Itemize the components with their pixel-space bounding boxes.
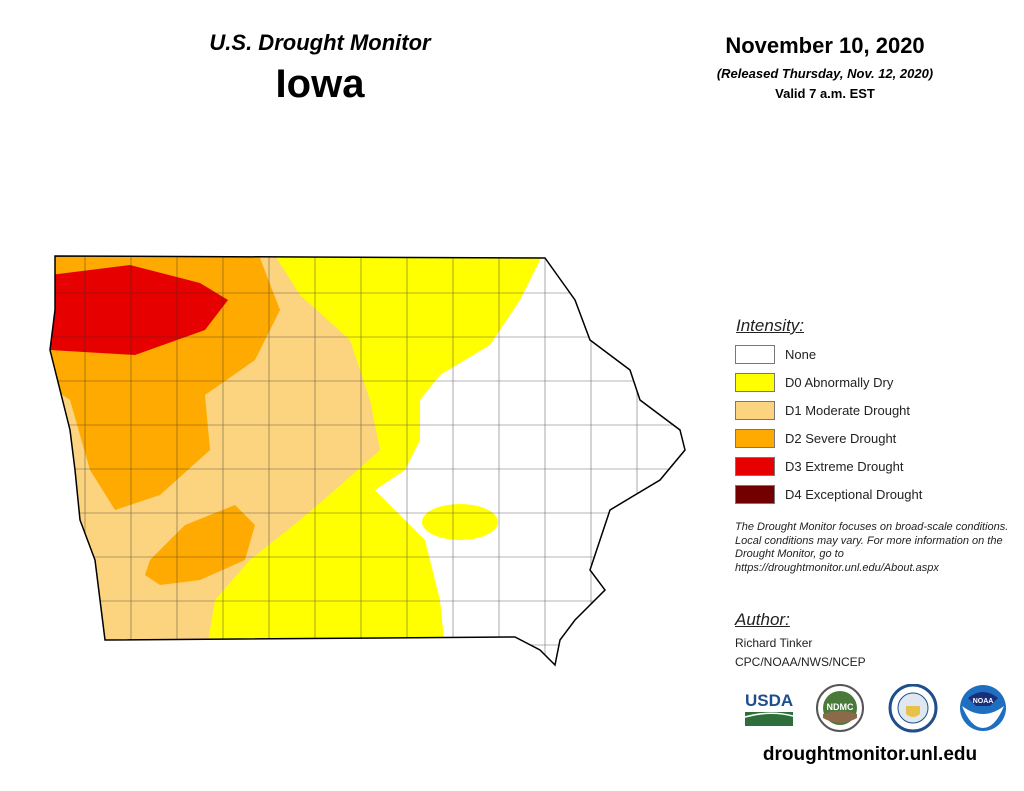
partner-logos: USDA NDMC NOAA [744,684,1006,733]
author-name: Richard Tinker [735,636,813,650]
area-d2-south [145,505,255,585]
legend-item-d2: D2 Severe Drought [735,427,896,449]
legend-swatch [735,456,775,476]
state-title: Iowa [275,62,365,106]
legend-label: D4 Exceptional Drought [785,486,923,502]
release-date: (Released Thursday, Nov. 12, 2020) [716,66,934,81]
svg-text:USDA: USDA [745,691,793,710]
svg-text:NOAA: NOAA [973,698,994,705]
supertitle: U.S. Drought Monitor [209,30,431,55]
legend-item-d4: D4 Exceptional Drought [735,483,922,505]
legend-item-d1: D1 Moderate Drought [735,399,910,421]
legend-swatch [735,400,775,420]
legend-title: Intensity: [736,316,805,335]
legend-label: D2 Severe Drought [785,430,897,446]
legend-swatch [735,484,775,504]
noaa-logo: NOAA [960,685,1006,731]
website-url[interactable]: droughtmonitor.unl.edu [762,744,978,765]
valid-time: Valid 7 a.m. EST [775,86,875,101]
iowa-drought-map: (function(){ const g=document.currentScr… [49,255,686,666]
legend-label: D3 Extreme Drought [785,458,904,474]
legend-label: D1 Moderate Drought [785,402,911,418]
legend-label: None [785,346,817,362]
svg-text:NDMC: NDMC [827,702,854,712]
map-date: November 10, 2020 [725,33,925,58]
author-title: Author: [735,610,790,629]
legend-item-d3: D3 Extreme Drought [735,455,904,477]
usda-logo: USDA [744,691,794,726]
commerce-seal-logo [888,684,938,733]
disclaimer-note: The Drought Monitor focuses on broad-sca… [735,521,1009,574]
legend-swatch [735,372,775,392]
legend-item-d0: D0 Abnormally Dry [735,371,893,393]
area-d0-blob [422,504,498,540]
legend-label: D0 Abnormally Dry [785,374,894,390]
ndmc-logo: NDMC [816,684,864,732]
legend-item-none: None [735,343,816,365]
legend-swatch [735,344,775,364]
area-d3 [50,265,228,355]
legend-swatch [735,428,775,448]
author-org: CPC/NOAA/NWS/NCEP [735,655,866,669]
